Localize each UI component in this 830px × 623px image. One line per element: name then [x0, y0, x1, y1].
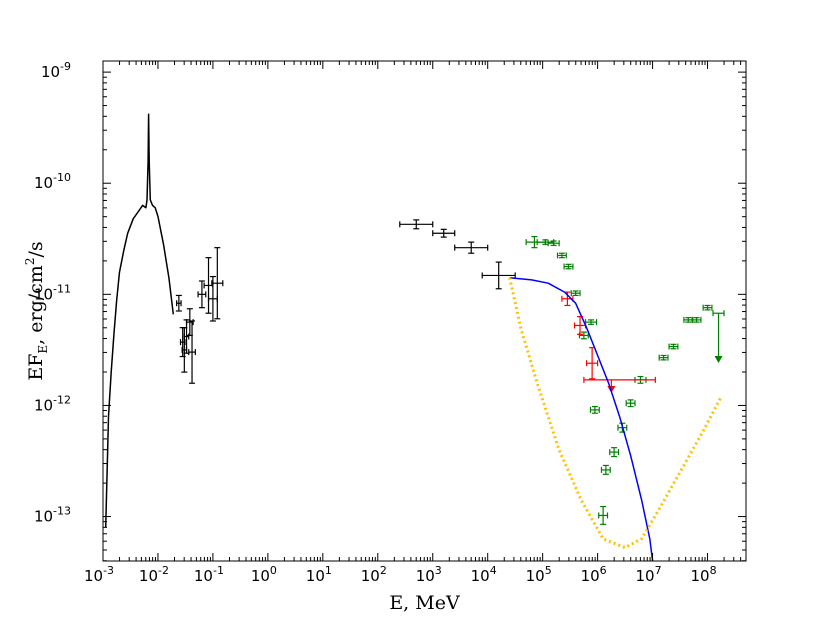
series-fermi-lat-points: [399, 219, 516, 290]
x-tick-label: 10-2: [139, 564, 169, 585]
x-tick-label: 100: [251, 564, 277, 585]
x-tick-label: 10-3: [84, 564, 114, 585]
series-sensitivity-orange-dotted-: [508, 277, 723, 550]
limit-arrow: [714, 356, 723, 363]
data-point: [691, 316, 702, 323]
data-point: [454, 241, 489, 254]
data-point: [658, 354, 669, 361]
y-tick-label: 10-12: [34, 393, 71, 414]
plot-frame: [102, 60, 747, 562]
data-point: [547, 240, 560, 247]
data-point: [563, 263, 574, 270]
data-point: [578, 331, 589, 340]
data-point: [188, 320, 196, 384]
y-tick-label: 10-9: [41, 60, 71, 81]
x-tick-label: 103: [416, 564, 442, 585]
data-point: [600, 464, 611, 475]
series-hard-x-ray-points: [175, 247, 224, 384]
series-line: [104, 113, 175, 528]
data-point: [211, 247, 224, 320]
data-point: [573, 315, 587, 335]
data-point: [570, 290, 581, 297]
series-model-blue-: [509, 276, 654, 561]
x-tick-label: 106: [581, 564, 607, 585]
data-point: [183, 319, 190, 354]
data-point: [556, 252, 567, 259]
data-point: [589, 405, 600, 414]
data-point: [598, 505, 609, 525]
y-tick-label: 10-10: [34, 171, 71, 192]
plot-area: [104, 113, 725, 561]
data-point: [683, 316, 694, 323]
data-point: [536, 239, 555, 246]
data-point: [702, 304, 713, 311]
x-tick-label: 108: [690, 564, 716, 585]
upper-limit-point: [712, 310, 725, 363]
series-red-upper-limit: [583, 376, 656, 393]
data-point: [584, 319, 598, 326]
x-tick-label: 105: [526, 564, 552, 585]
series-x-ray-spectrum: [104, 113, 175, 528]
data-point: [481, 261, 516, 290]
series-green-upper-limit: [712, 310, 725, 363]
x-tick-label: 101: [306, 564, 332, 585]
data-point: [399, 219, 434, 230]
series-line: [508, 277, 723, 550]
x-tick-label: 104: [471, 564, 497, 585]
axis-ticks: [102, 61, 747, 562]
data-point: [197, 280, 207, 309]
data-point: [609, 447, 620, 458]
y-tick-label: 10-13: [34, 505, 71, 526]
data-point: [625, 399, 636, 408]
data-point: [432, 228, 456, 238]
x-tick-label: 10-1: [194, 564, 224, 585]
data-point: [586, 347, 599, 380]
series-line: [509, 276, 654, 561]
x-axis-label: E, MeV: [389, 592, 460, 614]
x-tick-label: 107: [636, 564, 662, 585]
data-point: [175, 294, 182, 312]
y-axis-label: EFE, erg/cm2/s: [23, 241, 50, 380]
x-tick-label: 102: [361, 564, 387, 585]
series-red-points: [561, 291, 599, 380]
tick-labels: 10-3 10-2 10-1 100 101 102 103 104 105 106 107 108 1…: [34, 60, 717, 585]
data-point: [668, 343, 679, 350]
upper-limit-point: [583, 376, 656, 393]
